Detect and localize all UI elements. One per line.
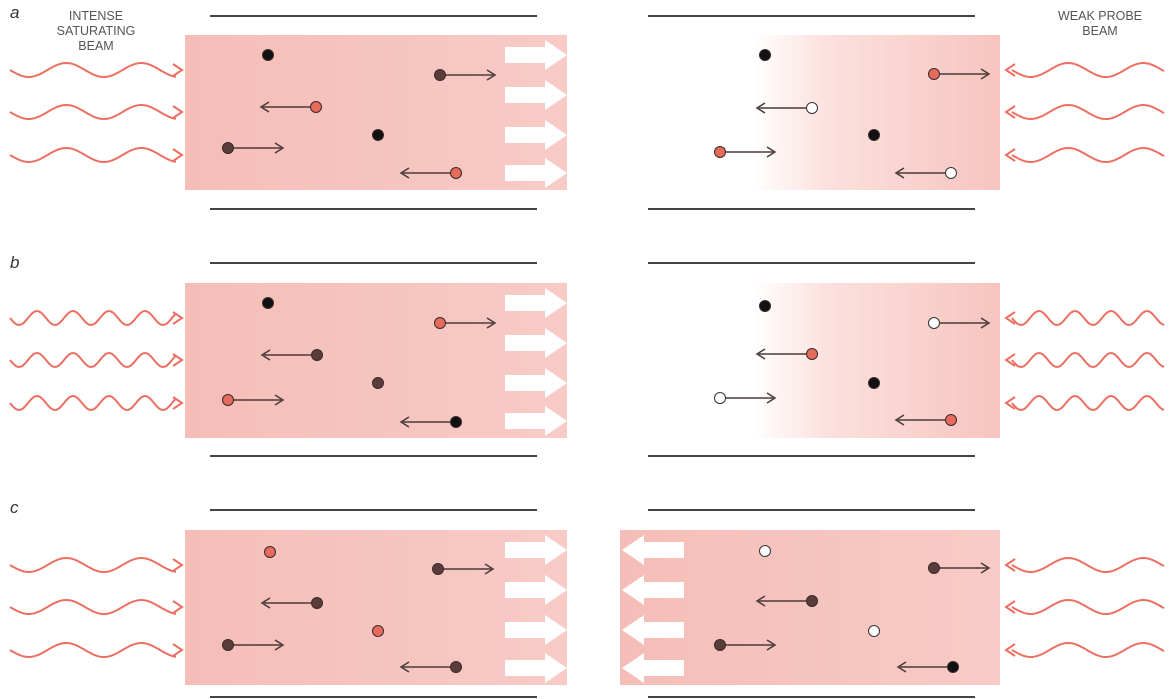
atom	[263, 298, 274, 309]
atom	[435, 318, 446, 329]
wave-head	[173, 397, 182, 409]
atom	[807, 596, 818, 607]
wave	[10, 396, 176, 410]
atom	[451, 662, 462, 673]
atom	[869, 130, 880, 141]
wave	[1012, 148, 1164, 162]
wave-head	[1006, 354, 1015, 366]
atom	[223, 143, 234, 154]
wave	[10, 105, 176, 119]
wave	[1012, 558, 1164, 572]
wave	[1012, 396, 1164, 410]
atom	[760, 301, 771, 312]
beam-label: BEAM	[78, 39, 113, 53]
wave-head	[173, 106, 182, 118]
atom	[451, 417, 462, 428]
atom	[760, 546, 771, 557]
figure: abcINTENSESATURATINGBEAMWEAK PROBEBEAM	[0, 0, 1170, 699]
panel-label: a	[10, 3, 19, 22]
atom	[946, 168, 957, 179]
wave-head	[173, 559, 182, 571]
atom	[265, 547, 276, 558]
wave	[1012, 643, 1164, 657]
wave-head	[173, 149, 182, 161]
wave	[1012, 105, 1164, 119]
beam-label: SATURATING	[57, 24, 136, 38]
wave-head	[1006, 397, 1015, 409]
wave-head	[173, 312, 182, 324]
wave	[1012, 600, 1164, 614]
atom	[807, 349, 818, 360]
beam-label: BEAM	[1082, 24, 1117, 38]
atom	[373, 130, 384, 141]
atom	[435, 70, 446, 81]
atom	[223, 395, 234, 406]
gas-cell	[620, 283, 1000, 438]
wave-head	[173, 601, 182, 613]
atom	[946, 415, 957, 426]
wave-head	[173, 644, 182, 656]
atom	[929, 69, 940, 80]
atom	[433, 564, 444, 575]
atom	[312, 350, 323, 361]
wave	[1012, 353, 1164, 367]
atom	[373, 378, 384, 389]
wave	[10, 311, 176, 325]
wave-head	[173, 354, 182, 366]
wave	[10, 558, 176, 572]
wave-head	[173, 64, 182, 76]
wave	[10, 353, 176, 367]
wave	[1012, 63, 1164, 77]
wave	[10, 63, 176, 77]
atom	[760, 50, 771, 61]
wave	[10, 148, 176, 162]
wave	[1012, 311, 1164, 325]
atom	[715, 393, 726, 404]
atom	[869, 626, 880, 637]
atom	[451, 168, 462, 179]
atom	[311, 102, 322, 113]
wave-head	[1006, 312, 1015, 324]
atom	[373, 626, 384, 637]
beam-label: INTENSE	[69, 9, 123, 23]
atom	[312, 598, 323, 609]
atom	[223, 640, 234, 651]
wave	[10, 643, 176, 657]
panel-label: b	[10, 253, 19, 272]
atom	[929, 318, 940, 329]
atom	[929, 563, 940, 574]
wave	[10, 600, 176, 614]
atom	[807, 103, 818, 114]
atom	[715, 147, 726, 158]
atom	[715, 640, 726, 651]
atom	[948, 662, 959, 673]
panel-label: c	[10, 498, 19, 517]
beam-label: WEAK PROBE	[1058, 9, 1142, 23]
atom	[263, 50, 274, 61]
atom	[869, 378, 880, 389]
